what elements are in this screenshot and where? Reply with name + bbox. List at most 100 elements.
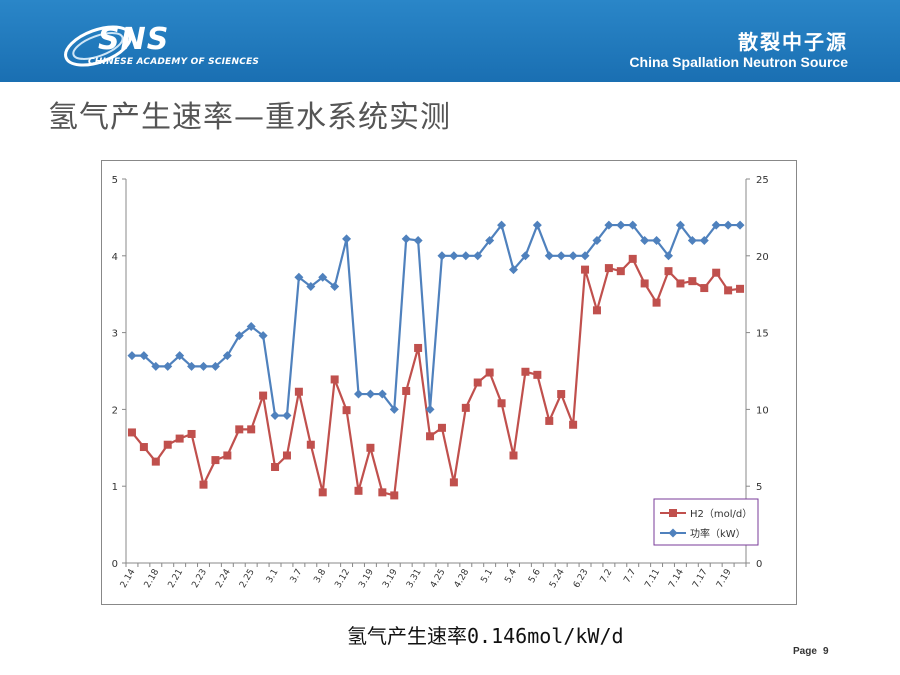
h2-data-point <box>724 286 733 295</box>
h2-data-point <box>604 264 613 273</box>
power-data-point <box>318 272 328 282</box>
power-data-point <box>282 411 292 421</box>
x-tick-label: 5.1 <box>479 568 495 585</box>
y-left-tick-label: 3 <box>112 329 118 340</box>
y-left-tick-label: 2 <box>112 405 118 416</box>
x-tick-label: 5.6 <box>527 567 543 585</box>
power-data-point <box>675 220 685 230</box>
x-tick-label: 7.14 <box>667 567 686 590</box>
slide-title: 氢气产生速率—重水系统实测 <box>48 100 451 135</box>
h2-data-point <box>306 440 315 449</box>
power-data-point <box>354 389 363 399</box>
h2-data-point <box>139 443 148 452</box>
power-data-point <box>640 235 650 245</box>
power-data-point <box>294 272 304 282</box>
power-data-point <box>497 220 507 230</box>
power-data-point <box>532 220 542 230</box>
power-data-point <box>509 265 518 275</box>
power-data-point <box>628 220 638 230</box>
x-tick-label: 2.25 <box>238 568 257 590</box>
x-tick-label: 3.12 <box>333 568 352 590</box>
legend-label: 功率（kW） <box>690 527 746 540</box>
h2-data-point <box>330 375 339 384</box>
x-tick-label: 3.1 <box>265 568 281 585</box>
legend-box <box>653 498 759 546</box>
logo-subtitle: CHINESE ACADEMY OF SCIENCES <box>88 57 260 67</box>
h2-data-point <box>640 279 649 288</box>
power-data-point <box>187 361 197 371</box>
y-left-tick-label: 5 <box>112 175 118 186</box>
power-data-point <box>175 351 185 361</box>
power-data-point <box>687 235 697 245</box>
power-data-point <box>151 361 161 371</box>
h2-power-chart: 0 1 2 3 4 5 0 5 10 15 20 25 2.14 2.18 2.21 2.23 2.24 2.2… <box>112 175 769 590</box>
page-number: 9 <box>823 646 829 657</box>
power-data-point <box>568 251 578 261</box>
h2-data-point <box>187 429 196 438</box>
y-left-tick-label: 0 <box>112 559 118 570</box>
x-tick-label: 2.14 <box>119 567 138 590</box>
h2-data-point <box>211 456 220 465</box>
power-data-point <box>401 234 411 244</box>
power-data-point <box>544 251 554 261</box>
power-data-point <box>365 389 375 399</box>
chart-legend: H2（mol/d） 功率（kW） <box>653 498 759 546</box>
h2-data-point <box>736 284 745 293</box>
x-tick-label: 6.23 <box>572 568 591 590</box>
x-tick-label: 4.25 <box>429 568 448 590</box>
h2-data-point <box>652 298 661 307</box>
h2-data-point <box>402 386 411 395</box>
x-tick-label: 3.7 <box>289 568 305 585</box>
organization-name-en: China Spallation Neutron Source <box>629 54 848 70</box>
h2-data-point <box>247 425 256 434</box>
h2-data-point <box>712 268 721 277</box>
power-data-point <box>699 235 709 245</box>
y-left-tick-label: 4 <box>112 252 118 263</box>
power-data-point <box>210 361 220 371</box>
power-data-point <box>377 389 387 399</box>
slide-caption: 氢气产生速率0.146mol/kW/d <box>347 624 624 648</box>
x-tick-label: 2.24 <box>214 567 233 590</box>
y-left-tick-label: 1 <box>112 482 118 493</box>
h2-series-line <box>131 256 741 497</box>
power-data-point <box>461 251 471 261</box>
power-data-point <box>139 351 149 361</box>
power-data-point <box>652 235 662 245</box>
h2-data-point <box>509 451 518 460</box>
power-data-point <box>342 234 352 244</box>
h2-data-point <box>127 428 136 437</box>
x-tick-label: 7.7 <box>623 568 639 585</box>
power-series-line <box>131 222 741 417</box>
power-data-point <box>222 351 232 361</box>
h2-data-point <box>199 480 208 489</box>
h2-data-point <box>437 423 446 432</box>
x-tick-label: 2.18 <box>143 567 162 590</box>
y-right-tick-label: 15 <box>756 329 769 340</box>
power-data-point <box>437 251 447 261</box>
header-banner: SNS CHINESE ACADEMY OF SCIENCES 散裂中子源 Ch… <box>0 0 900 82</box>
h2-data-point <box>366 443 375 452</box>
chart-frame: 0 1 2 3 4 5 0 5 10 15 20 25 2.14 2.18 2.21 2.23 2.24 2.2… <box>101 160 797 605</box>
power-data-point <box>580 251 590 261</box>
power-data-point <box>449 251 459 261</box>
power-data-point <box>735 220 745 230</box>
power-data-point <box>485 235 495 245</box>
h2-data-point <box>426 432 435 441</box>
h2-data-point <box>533 370 542 379</box>
h2-data-point <box>581 265 590 274</box>
x-tick-label: 7.19 <box>715 567 734 590</box>
sns-logo-icon <box>64 25 132 67</box>
power-data-point <box>425 404 435 414</box>
power-data-point <box>127 351 137 361</box>
power-data-point <box>258 331 268 341</box>
x-tick-label: 3.19 <box>357 567 376 590</box>
x-tick-label: 7.2 <box>599 568 615 585</box>
h2-data-point <box>700 284 709 293</box>
power-data-point <box>664 251 673 261</box>
power-data-point <box>234 331 244 341</box>
x-tick-label: 2.23 <box>190 568 209 590</box>
power-data-point <box>389 404 399 414</box>
x-tick-label: 3.19 <box>381 567 400 590</box>
x-tick-label: 2.21 <box>167 568 186 590</box>
x-tick-label: 3.31 <box>405 568 424 590</box>
